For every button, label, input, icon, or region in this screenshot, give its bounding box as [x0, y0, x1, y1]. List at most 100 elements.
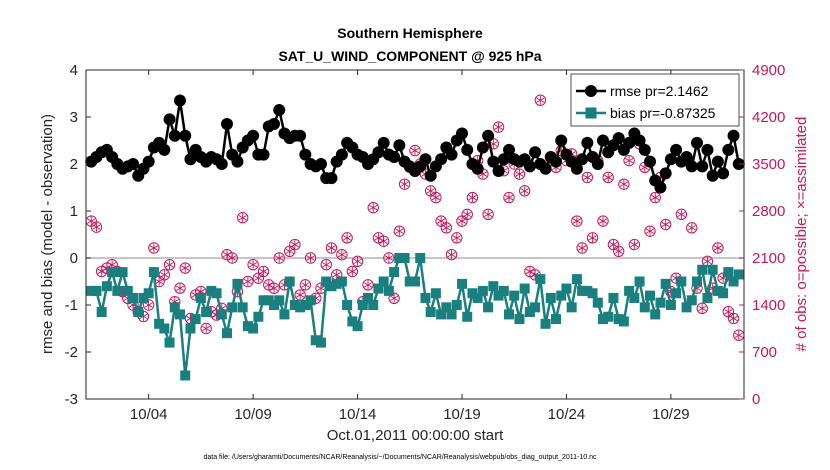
- obs-count-point: [383, 252, 395, 264]
- obs-count-point: [341, 232, 353, 244]
- obs-possible-marker: [383, 252, 395, 264]
- rmse-point: [664, 153, 677, 166]
- obs-count-point: [236, 212, 249, 224]
- obs-possible-marker: [273, 252, 285, 264]
- rmse-point: [247, 129, 260, 142]
- obs-assimilated-marker: [259, 268, 268, 275]
- rmse-point: [497, 153, 510, 166]
- rmse-point: [215, 158, 228, 170]
- rmse-point: [388, 150, 401, 163]
- obs-assimilated-marker: [598, 218, 608, 224]
- bias-point: [551, 314, 561, 325]
- obs-possible-marker: [226, 252, 238, 264]
- obs-possible-marker: [362, 279, 374, 291]
- obs-count-point: [252, 272, 265, 284]
- chart-title-line1: Southern Hemisphere: [337, 25, 483, 41]
- obs-assimilated-marker: [583, 174, 592, 181]
- obs-assimilated-marker: [144, 302, 153, 308]
- obs-count-point: [513, 168, 526, 180]
- rmse-point: [487, 155, 500, 168]
- obs-assimilated-marker: [228, 255, 237, 261]
- obs-assimilated-marker: [316, 285, 326, 291]
- rmse-point: [492, 165, 505, 178]
- rmse-point: [555, 134, 568, 147]
- bias-point: [138, 292, 149, 303]
- bias-point: [352, 321, 363, 332]
- y-right-tick-label: 700: [752, 344, 777, 361]
- x-tick-label: 10/09: [234, 406, 272, 423]
- obs-count-point: [294, 289, 306, 301]
- bias-point: [128, 292, 138, 303]
- bias-point: [284, 276, 295, 287]
- obs-assimilated-marker: [322, 262, 331, 268]
- bias-point: [279, 309, 290, 320]
- obs-possible-marker: [461, 208, 473, 221]
- obs-count-point: [90, 221, 103, 233]
- obs-assimilated-marker: [92, 224, 101, 230]
- bias-point: [493, 290, 504, 301]
- obs-possible-marker: [158, 269, 171, 281]
- bias-point: [613, 314, 624, 325]
- x-tick-label: 10/29: [652, 406, 690, 423]
- bias-point: [185, 323, 196, 334]
- obs-assimilated-marker: [457, 218, 467, 224]
- bias-point: [389, 267, 400, 278]
- obs-assimilated-marker: [154, 278, 164, 285]
- rmse-point: [268, 118, 280, 131]
- obs-count-point: [158, 269, 171, 281]
- legend-rmse-marker: [585, 85, 597, 97]
- bias-point: [122, 285, 133, 296]
- bias-point: [545, 292, 556, 303]
- obs-count-point: [336, 248, 348, 261]
- obs-assimilated-marker: [275, 255, 284, 261]
- bias-point: [363, 292, 373, 303]
- obs-assimilated-marker: [452, 235, 461, 241]
- obs-possible-marker: [325, 242, 338, 254]
- bias-point: [472, 292, 483, 303]
- bias-point: [342, 300, 353, 310]
- obs-count-point: [696, 302, 708, 315]
- bias-point: [326, 281, 337, 292]
- rmse-point: [529, 146, 542, 159]
- obs-possible-marker: [534, 94, 547, 106]
- obs-assimilated-marker: [181, 265, 190, 271]
- obs-possible-marker: [393, 225, 406, 237]
- obs-count-point: [320, 259, 332, 271]
- bias-point: [707, 264, 718, 275]
- obs-possible-marker: [451, 232, 463, 244]
- legend-bias-marker: [585, 107, 597, 119]
- obs-assimilated-marker: [254, 275, 263, 281]
- obs-assimilated-marker: [426, 188, 435, 194]
- bias-point: [295, 302, 306, 313]
- bias-point: [117, 267, 128, 278]
- x-tick-label: 10/24: [548, 406, 586, 423]
- obs-count-point: [247, 259, 259, 271]
- obs-possible-marker: [675, 208, 688, 221]
- obs-assimilated-marker: [609, 241, 618, 248]
- rmse-point: [377, 136, 390, 149]
- rmse-point: [711, 155, 724, 168]
- bias-point: [305, 295, 316, 306]
- bias-point: [671, 288, 682, 299]
- bias-point: [519, 283, 530, 294]
- bias-point: [86, 285, 97, 296]
- obs-assimilated-marker: [353, 258, 362, 264]
- obs-possible-marker: [513, 168, 526, 180]
- rmse-point: [456, 127, 468, 140]
- bias-point: [561, 283, 572, 294]
- obs-possible-marker: [618, 178, 630, 190]
- obs-possible-marker: [659, 218, 672, 231]
- y-tick-label: 1: [70, 203, 78, 220]
- bias-point: [368, 300, 379, 310]
- chart-title-line2: SAT_U_WIND_COMPONENT @ 925 hPa: [278, 48, 541, 64]
- obs-count-point: [628, 238, 641, 251]
- obs-assimilated-marker: [295, 292, 305, 298]
- obs-possible-marker: [597, 215, 609, 227]
- obs-assimilated-marker: [515, 171, 524, 177]
- bias-point: [378, 276, 389, 287]
- bias-point: [222, 328, 232, 339]
- obs-assimilated-marker: [238, 215, 247, 221]
- obs-count-point: [346, 265, 359, 278]
- obs-assimilated-marker: [729, 315, 738, 322]
- rmse-point: [644, 155, 656, 168]
